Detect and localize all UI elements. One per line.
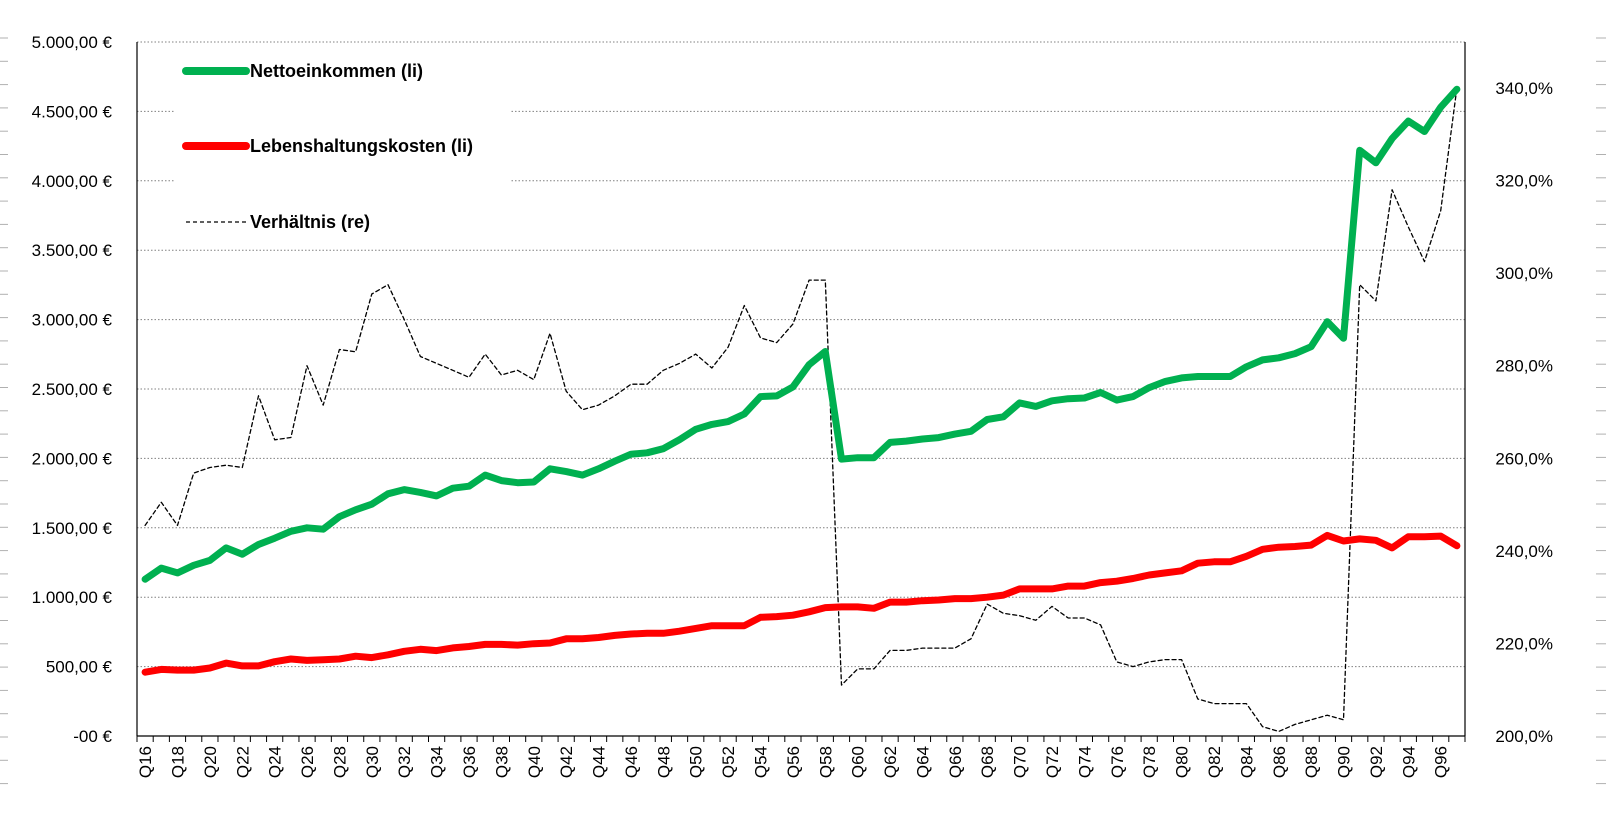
left-tick-label: -00 €	[73, 727, 112, 746]
right-axis-ticks: 200,0% 220,0% 240,0% 260,0% 280,0% 300,0% 320,…	[1495, 79, 1553, 746]
x-tick-label: Q92	[1367, 746, 1386, 778]
series-lines	[141, 85, 1461, 733]
left-tick-label: 3.500,00 €	[32, 241, 113, 260]
x-tick-label: Q80	[1173, 746, 1192, 778]
left-tick-label: 2.500,00 €	[32, 380, 113, 399]
series-line-0	[141, 85, 1461, 583]
x-tick-label: Q20	[201, 746, 220, 778]
x-tick-label: Q38	[492, 746, 511, 778]
x-tick-label: Q68	[978, 746, 997, 778]
x-axis: Q16 Q18 Q20 Q22 Q24 Q26 Q28 Q30 Q32 Q34 Q36 Q38 Q40 Q…	[136, 42, 1466, 778]
x-tick-label: Q70	[1011, 746, 1030, 778]
x-tick-label: Q60	[849, 746, 868, 778]
right-tick-label: 200,0%	[1495, 727, 1553, 746]
x-tick-label: Q84	[1237, 746, 1256, 778]
x-tick-label: Q72	[1043, 746, 1062, 778]
x-tick-label: Q42	[557, 746, 576, 778]
left-tick-label: 4.000,00 €	[32, 172, 113, 191]
x-tick-label: Q76	[1108, 746, 1127, 778]
x-tick-label: Q30	[363, 746, 382, 778]
right-tick-label: 320,0%	[1495, 172, 1553, 191]
x-tick-label: Q22	[233, 746, 252, 778]
right-tick-label: 220,0%	[1495, 634, 1553, 653]
x-tick-label: Q86	[1270, 746, 1289, 778]
legend-label-verhaeltnis: Verhältnis (re)	[250, 212, 370, 232]
x-tick-label: Q58	[816, 746, 835, 778]
left-tick-label: 2.000,00 €	[32, 449, 113, 468]
x-tick-label: Q82	[1205, 746, 1224, 778]
x-tick-label: Q18	[168, 746, 187, 778]
left-tick-label: 1.000,00 €	[32, 588, 113, 607]
left-tick-label: 1.500,00 €	[32, 519, 113, 538]
right-tick-label: 260,0%	[1495, 449, 1553, 468]
x-tick-label: Q16	[136, 746, 155, 778]
x-tick-label: Q52	[719, 746, 738, 778]
x-tick-label: Q96	[1432, 746, 1451, 778]
x-tick-label: Q56	[784, 746, 803, 778]
x-tick-label: Q32	[395, 746, 414, 778]
x-tick-label: Q94	[1399, 746, 1418, 778]
x-tick-label: Q44	[590, 746, 609, 778]
x-tick-label: Q78	[1140, 746, 1159, 778]
right-tick-label: 340,0%	[1495, 79, 1553, 98]
x-tick-label: Q50	[687, 746, 706, 778]
x-tick-label: Q48	[654, 746, 673, 778]
right-tick-label: 280,0%	[1495, 357, 1553, 376]
x-tick-label: Q34	[428, 746, 447, 778]
x-tick-label: Q46	[622, 746, 641, 778]
x-tick-label: Q28	[330, 746, 349, 778]
x-tick-label: Q64	[913, 746, 932, 778]
x-tick-label: Q88	[1302, 746, 1321, 778]
right-tick-label: 300,0%	[1495, 264, 1553, 283]
right-tick-label: 240,0%	[1495, 542, 1553, 561]
x-tick-label: Q40	[525, 746, 544, 778]
x-tick-label: Q36	[460, 746, 479, 778]
x-tick-label: Q74	[1075, 746, 1094, 778]
x-tick-label: Q90	[1335, 746, 1354, 778]
left-tick-label: 500,00 €	[46, 658, 113, 677]
series-line-2	[144, 87, 1458, 733]
x-tick-label: Q54	[752, 746, 771, 778]
left-tick-label: 5.000,00 €	[32, 33, 113, 52]
x-tick-label: Q62	[881, 746, 900, 778]
left-tick-label: 3.000,00 €	[32, 311, 113, 330]
legend-label-nettoeinkommen: Nettoeinkommen (li)	[250, 61, 423, 81]
legend-label-lebenshaltungskosten: Lebenshaltungskosten (li)	[250, 136, 473, 156]
legend: Nettoeinkommen (li) Lebenshaltungskosten…	[175, 45, 510, 245]
series-line-1	[141, 531, 1461, 676]
x-tick-label: Q24	[266, 746, 285, 778]
x-tick-label: Q66	[946, 746, 965, 778]
x-tick-label: Q26	[298, 746, 317, 778]
left-axis-ticks: -00 € 500,00 € 1.000,00 € 1.500,00 € 2.000,0…	[32, 33, 113, 746]
left-tick-label: 4.500,00 €	[32, 102, 113, 121]
